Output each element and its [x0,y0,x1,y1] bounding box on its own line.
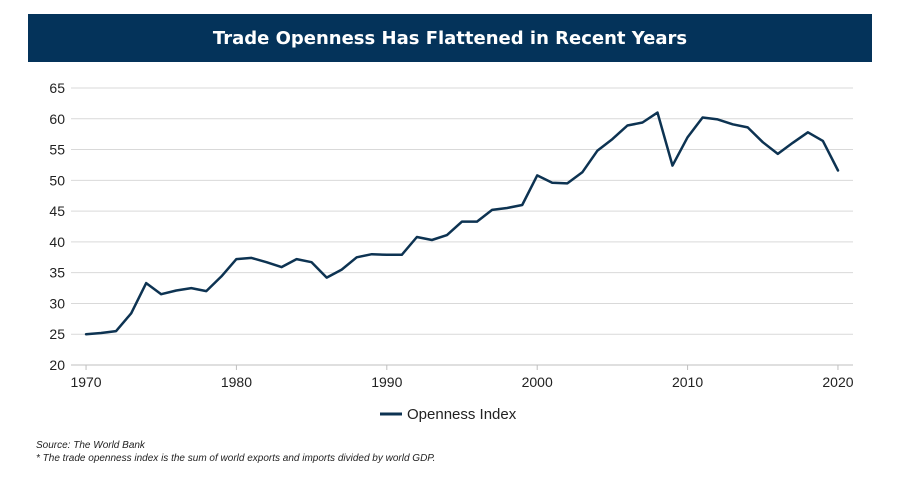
x-tick-label: 2010 [672,374,703,390]
y-tick-label: 30 [49,295,65,311]
x-tick-label: 1980 [221,374,252,390]
x-tick-label: 1970 [70,374,101,390]
chart-title: Trade Openness Has Flattened in Recent Y… [212,27,688,49]
x-tick-label: 2000 [522,374,553,390]
x-tick-label: 2020 [822,374,853,390]
definition-note: * The trade openness index is the sum of… [36,453,436,464]
y-tick-label: 20 [49,357,65,373]
y-tick-label: 60 [49,111,65,127]
x-tick-label: 1990 [371,374,402,390]
footnotes: Source: The World Bank * The trade openn… [36,439,435,465]
y-tick-label: 55 [49,142,65,158]
source-note: Source: The World Bank [36,440,145,451]
chart-title-bar: Trade Openness Has Flattened in Recent Y… [28,14,872,62]
y-tick-label: 40 [49,234,65,250]
legend-label: Openness Index [407,406,517,423]
y-tick-label: 65 [49,80,65,96]
y-tick-label: 50 [49,172,65,188]
y-tick-label: 25 [49,326,65,342]
series-line-openness-index [84,111,840,336]
y-tick-label: 45 [49,203,65,219]
y-tick-label: 35 [49,265,65,281]
